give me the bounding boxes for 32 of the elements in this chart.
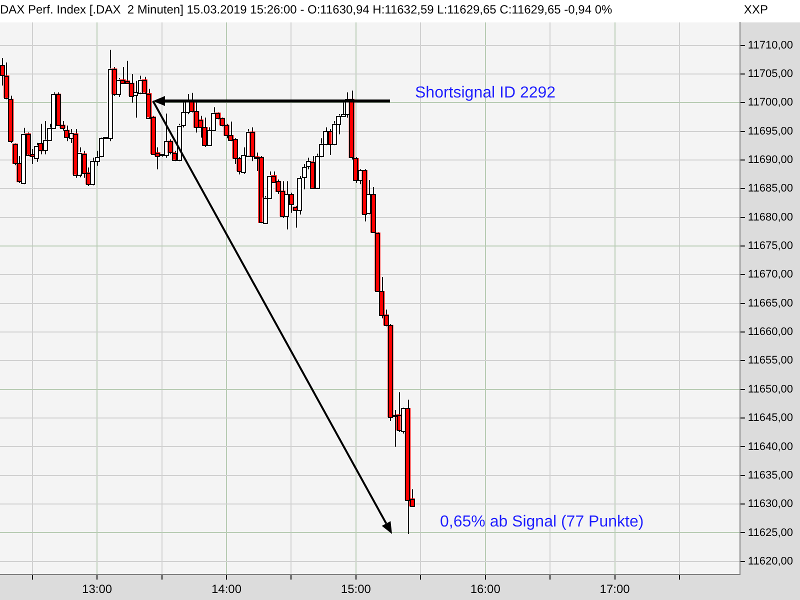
y-tick-label: 11710,00: [748, 39, 794, 52]
y-tick-label: 11700,00: [748, 96, 794, 109]
y-tick-label: 11635,00: [748, 469, 794, 482]
candlestick: [284, 180, 290, 230]
annotation: 0,65% ab Signal (77 Punkte): [440, 513, 644, 530]
y-tick-label: 11690,00: [748, 154, 794, 166]
y-tick-label: 11705,00: [748, 68, 794, 80]
chart-title: DAX Perf. Index [.DAX 2 Minuten] 15.03.2019 15:26:00 - O:11630,94 H:11632,59 L:11629,65 C:11629,65 -0,94 0%: [0, 2, 613, 17]
candlestick: [133, 80, 139, 118]
y-tick-label: 11670,00: [748, 268, 794, 281]
candlestick: [258, 156, 264, 224]
x-tick-label: 16:00: [470, 582, 501, 596]
x-tick-label: 14:00: [211, 582, 242, 596]
text: XXP: [744, 2, 768, 16]
y-tick-label: 11630,00: [748, 498, 794, 510]
y-tick-label: 11640,00: [748, 440, 794, 453]
y-tick-label: 11680,00: [748, 211, 794, 224]
annotation: Shortsignal ID 2292: [415, 84, 556, 102]
candlestick: [42, 120, 48, 155]
y-tick-label: 11620,00: [748, 555, 794, 568]
y-tick-label: 11660,00: [748, 326, 794, 338]
y-tick-label: 11675,00: [748, 240, 794, 252]
y-tick-label: 11625,00: [748, 526, 794, 539]
y-tick-label: 11695,00: [748, 125, 794, 138]
y-tick-label: 11665,00: [748, 297, 794, 310]
y-tick-label: 11650,00: [748, 383, 794, 396]
y-tick-label: 11645,00: [748, 412, 794, 424]
x-tick-label: 13:00: [82, 582, 112, 596]
y-tick-label: 11685,00: [748, 182, 794, 195]
x-tick-label: 15:00: [340, 582, 372, 596]
y-tick-label: 11655,00: [748, 354, 794, 367]
x-tick-label: 17:00: [600, 582, 630, 596]
